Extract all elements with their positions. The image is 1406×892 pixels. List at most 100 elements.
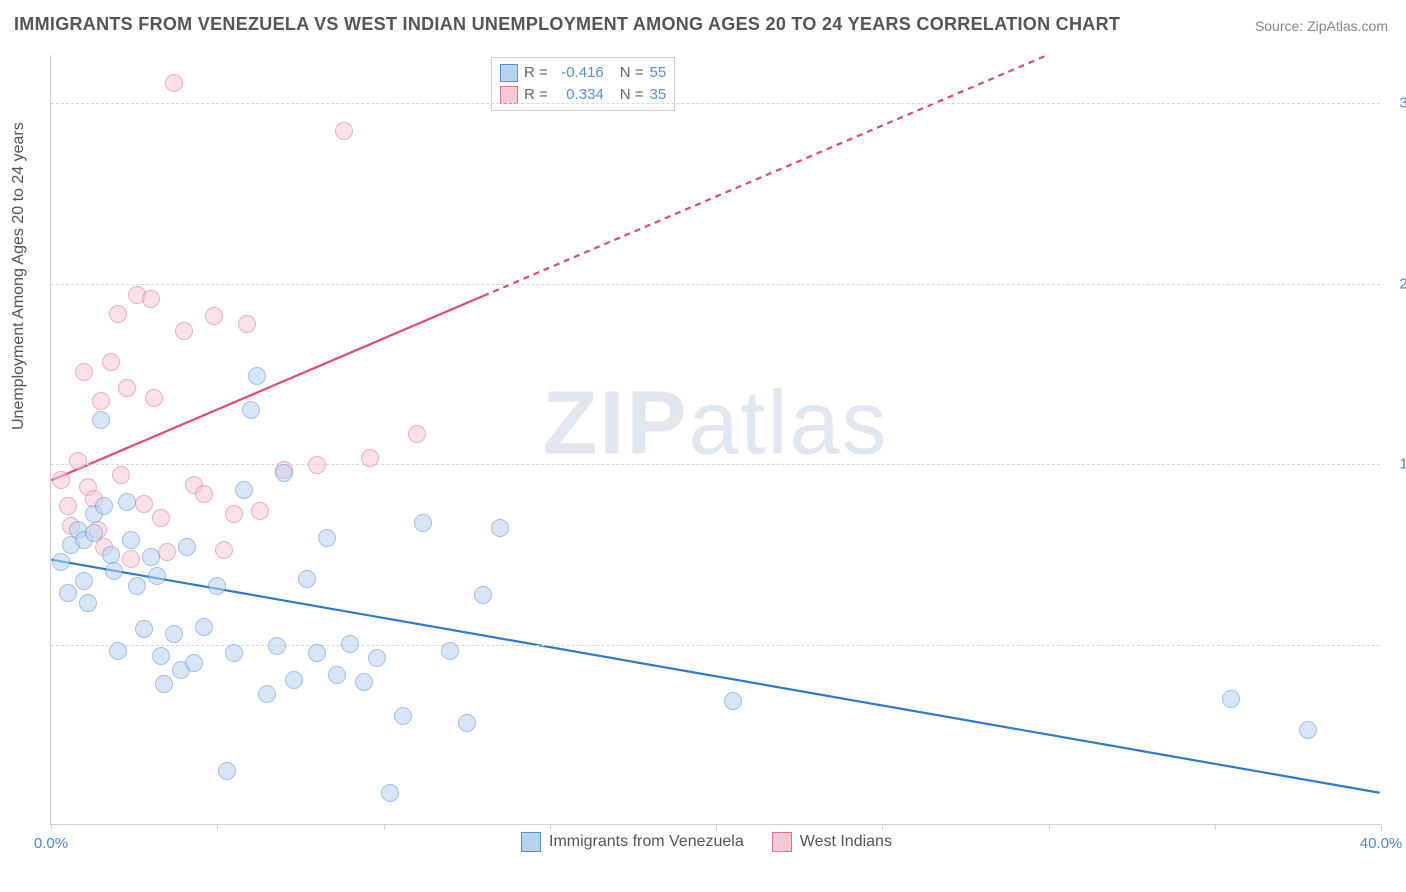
data-point: [458, 714, 476, 732]
data-point: [1299, 721, 1317, 739]
data-point: [69, 452, 87, 470]
data-point: [59, 497, 77, 515]
data-point: [52, 553, 70, 571]
gridline: [51, 103, 1380, 104]
data-point: [112, 466, 130, 484]
data-point: [381, 784, 399, 802]
data-point: [474, 586, 492, 604]
data-point: [268, 637, 286, 655]
legend-label: Immigrants from Venezuela: [549, 833, 744, 851]
data-point: [92, 411, 110, 429]
data-point: [218, 762, 236, 780]
data-point: [85, 524, 103, 542]
data-point: [102, 546, 120, 564]
data-point: [242, 401, 260, 419]
legend-swatch-venezuela: [500, 64, 518, 82]
legend-series: Immigrants from Venezuela West Indians: [521, 832, 892, 852]
data-point: [235, 481, 253, 499]
data-point: [195, 618, 213, 636]
data-point: [491, 519, 509, 537]
data-point: [92, 392, 110, 410]
x-tick: [1381, 824, 1382, 830]
data-point: [225, 644, 243, 662]
data-point: [394, 707, 412, 725]
data-point: [178, 538, 196, 556]
data-point: [102, 353, 120, 371]
x-tick: [217, 824, 218, 830]
x-tick-label: 40.0%: [1360, 835, 1403, 852]
data-point: [361, 449, 379, 467]
legend-swatch-westindian: [772, 832, 792, 852]
data-point: [135, 495, 153, 513]
data-point: [79, 594, 97, 612]
data-point: [205, 307, 223, 325]
data-point: [328, 666, 346, 684]
gridline: [51, 645, 1380, 646]
chart-container: IMMIGRANTS FROM VENEZUELA VS WEST INDIAN…: [0, 0, 1406, 892]
watermark-light: atlas: [688, 374, 888, 474]
data-point: [195, 485, 213, 503]
data-point: [298, 570, 316, 588]
data-point: [135, 620, 153, 638]
data-point: [165, 625, 183, 643]
data-point: [75, 363, 93, 381]
data-point: [1222, 690, 1240, 708]
data-point: [128, 577, 146, 595]
watermark: ZIPatlas: [542, 373, 888, 476]
trend-lines: [51, 55, 1380, 824]
r-value-venezuela: -0.416: [554, 62, 604, 84]
x-tick: [384, 824, 385, 830]
data-point: [109, 642, 127, 660]
data-point: [368, 649, 386, 667]
data-point: [308, 644, 326, 662]
data-point: [158, 543, 176, 561]
data-point: [109, 305, 127, 323]
data-point: [118, 379, 136, 397]
plot-area: ZIPatlas R = -0.416 N = 55 R = 0.334 N =…: [50, 55, 1380, 825]
data-point: [251, 502, 269, 520]
data-point: [118, 493, 136, 511]
x-tick: [51, 824, 52, 830]
data-point: [285, 671, 303, 689]
gridline: [51, 464, 1380, 465]
x-tick: [1049, 824, 1050, 830]
data-point: [215, 541, 233, 559]
data-point: [341, 635, 359, 653]
data-point: [225, 505, 243, 523]
x-tick: [1215, 824, 1216, 830]
data-point: [59, 584, 77, 602]
data-point: [308, 456, 326, 474]
data-point: [95, 497, 113, 515]
legend-swatch-venezuela: [521, 832, 541, 852]
data-point: [122, 531, 140, 549]
data-point: [408, 425, 426, 443]
data-point: [441, 642, 459, 660]
data-point: [155, 675, 173, 693]
data-point: [152, 509, 170, 527]
y-tick-label: 15.0%: [1387, 456, 1406, 473]
data-point: [185, 654, 203, 672]
y-tick-label: 7.5%: [1387, 636, 1406, 653]
data-point: [318, 529, 336, 547]
data-point: [105, 562, 123, 580]
x-tick: [550, 824, 551, 830]
chart-title: IMMIGRANTS FROM VENEZUELA VS WEST INDIAN…: [14, 14, 1120, 35]
legend-stats-row: R = -0.416 N = 55: [500, 62, 666, 84]
watermark-bold: ZIP: [542, 374, 688, 474]
x-tick: [882, 824, 883, 830]
data-point: [724, 692, 742, 710]
legend-item-westindian: West Indians: [772, 832, 892, 852]
data-point: [52, 471, 70, 489]
data-point: [275, 464, 293, 482]
data-point: [75, 572, 93, 590]
y-tick-label: 22.5%: [1387, 275, 1406, 292]
y-tick-label: 30.0%: [1387, 95, 1406, 112]
x-tick: [716, 824, 717, 830]
r-label: R =: [524, 62, 548, 84]
n-value-venezuela: 55: [650, 62, 667, 84]
data-point: [355, 673, 373, 691]
data-point: [258, 685, 276, 703]
data-point: [148, 567, 166, 585]
data-point: [175, 322, 193, 340]
legend-item-venezuela: Immigrants from Venezuela: [521, 832, 744, 852]
